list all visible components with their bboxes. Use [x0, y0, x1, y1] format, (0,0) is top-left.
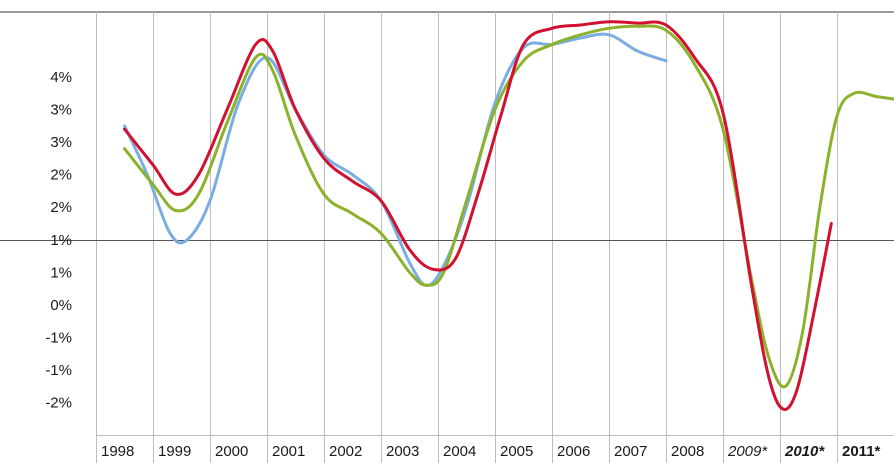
y-tick-label: 1%: [50, 232, 72, 249]
y-tick-label: -1%: [45, 362, 72, 379]
x-axis-tick-labels: 1998 1999 2000 2001 2002 2003 2004 2005 2006 2007…: [101, 443, 881, 460]
y-tick-label: 3%: [50, 102, 72, 119]
x-tick-label: 2003: [386, 443, 419, 460]
y-tick-label: 1%: [50, 264, 72, 281]
x-tick-label: 2005: [500, 443, 533, 460]
y-tick-label: 3%: [50, 134, 72, 151]
x-tick-label: 2006: [557, 443, 590, 460]
y-tick-label: 4%: [50, 69, 72, 86]
x-tick-label: 2010*: [784, 443, 825, 460]
y-tick-label: 2%: [50, 167, 72, 184]
grid: [0, 11, 894, 463]
y-tick-label: 0%: [50, 297, 72, 314]
x-tick-label: 2008: [671, 443, 704, 460]
y-tick-label: -2%: [45, 394, 72, 411]
series-line-0: [123, 20, 833, 411]
y-tick-label: -1%: [45, 329, 72, 346]
series-line-2: [123, 32, 668, 287]
x-tick-label: 1999: [158, 443, 191, 460]
x-tick-label: 1998: [101, 443, 134, 460]
series-lines: [123, 20, 894, 411]
series-line-1: [123, 24, 894, 389]
x-tick-label: 2002: [329, 443, 362, 460]
x-tick-label: 2004: [443, 443, 476, 460]
y-axis-tick-labels: -2% -1% -1% 0% 1% 1% 2% 2% 3% 3% 4%: [45, 69, 72, 411]
x-tick-label: 2001: [272, 443, 305, 460]
y-tick-label: 2%: [50, 199, 72, 216]
x-tick-label: 2011*: [842, 443, 881, 460]
x-tick-label: 2009*: [727, 443, 768, 460]
x-tick-label: 2000: [215, 443, 248, 460]
x-tick-label: 2007: [614, 443, 647, 460]
